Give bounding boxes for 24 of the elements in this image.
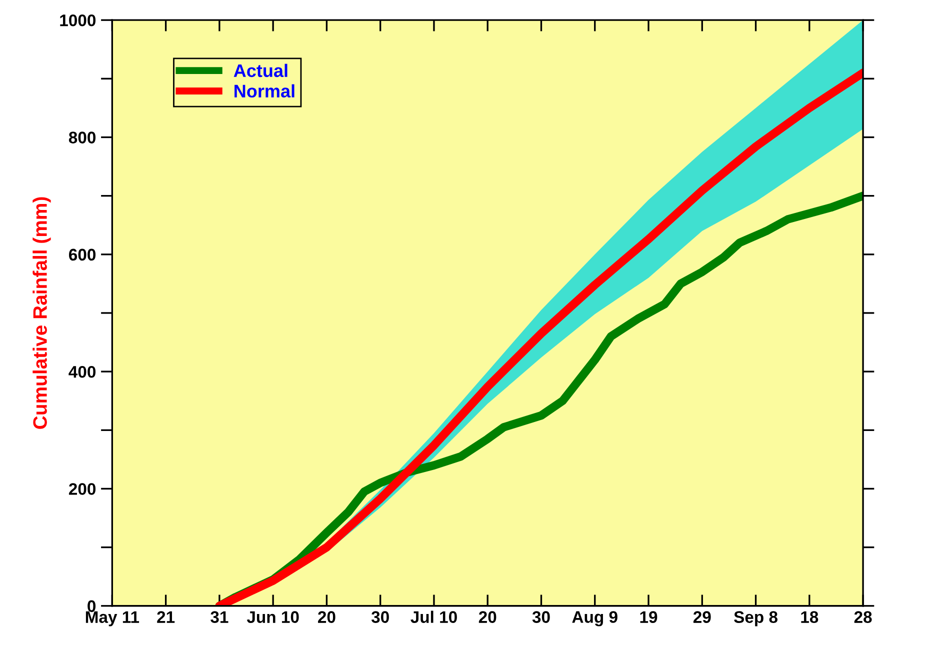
y-tick-label: 600 — [69, 248, 96, 261]
x-tick-label: Jul 10 — [410, 610, 457, 623]
x-tick-label: 18 — [801, 611, 818, 623]
x-tick-label: Sep 8 — [734, 611, 778, 626]
legend-label: Normal — [234, 84, 294, 98]
y-tick-label: 800 — [68, 132, 96, 144]
x-tick-label: 30 — [532, 611, 550, 624]
x-tick-label: 20 — [478, 611, 496, 623]
x-tick-label: 21 — [157, 611, 175, 623]
legend-label: Actual — [234, 64, 288, 78]
x-tick-label: 20 — [318, 611, 336, 623]
x-tick-label: 31 — [210, 611, 228, 624]
y-tick-label: 400 — [68, 366, 96, 378]
x-tick-label: 29 — [693, 611, 711, 623]
y-tick-label: 0 — [88, 600, 96, 612]
x-tick-label: May 11 — [86, 611, 140, 626]
x-tick-label: Jun 10 — [246, 611, 299, 623]
x-tick-label: 28 — [854, 611, 872, 623]
x-tick-label: 19 — [640, 611, 658, 623]
x-tick-label: 30 — [371, 611, 389, 624]
y-axis-title: Cumulative Rainfall (mm) — [32, 197, 51, 429]
y-tick-label: 200 — [68, 483, 96, 495]
y-tick-label: 1000 — [60, 14, 96, 26]
x-tick-label: Aug 9 — [572, 611, 618, 626]
